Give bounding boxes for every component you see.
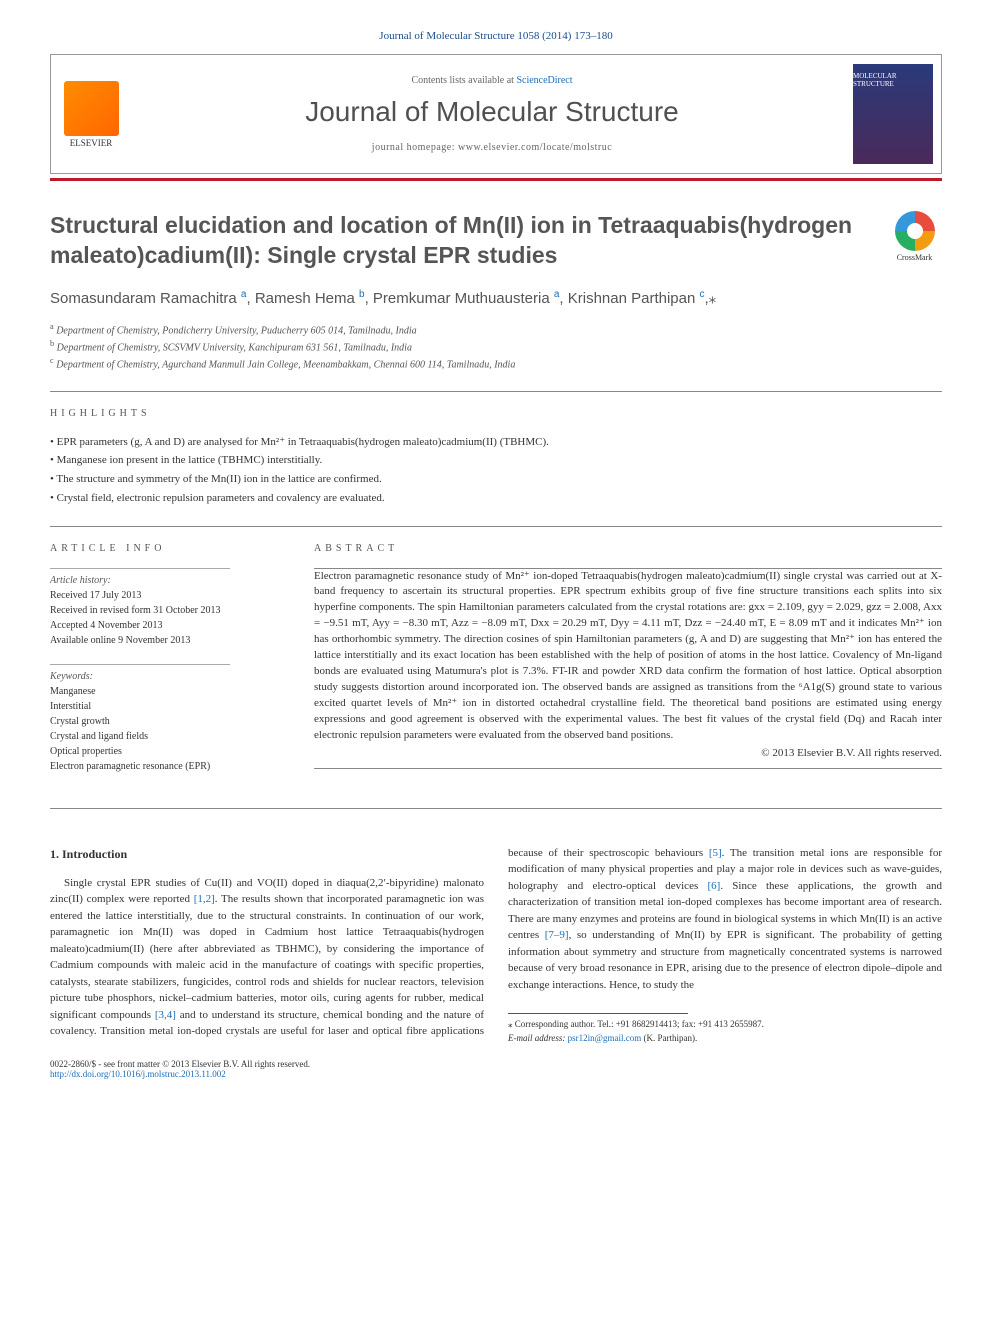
- email-suffix: (K. Parthipan).: [641, 1033, 697, 1043]
- publisher-name: ELSEVIER: [70, 138, 113, 148]
- ref-link[interactable]: [3,4]: [155, 1009, 176, 1021]
- divider: [314, 768, 942, 769]
- doi-link[interactable]: http://dx.doi.org/10.1016/j.molstruc.201…: [50, 1069, 226, 1079]
- highlight-item: Crystal field, electronic repulsion para…: [50, 489, 942, 508]
- highlight-item: Manganese ion present in the lattice (TB…: [50, 451, 942, 470]
- abstract-label: ABSTRACT: [314, 543, 942, 554]
- intro-heading: 1. Introduction: [50, 845, 484, 863]
- sciencedirect-link[interactable]: ScienceDirect: [516, 75, 572, 86]
- corresponding-email: E-mail address: psr12in@gmail.com (K. Pa…: [508, 1032, 942, 1046]
- contents-prefix: Contents lists available at: [411, 75, 516, 86]
- highlight-item: The structure and symmetry of the Mn(II)…: [50, 470, 942, 489]
- footnote-area: ⁎ Corresponding author. Tel.: +91 868291…: [508, 1013, 942, 1045]
- keyword-item: Interstitial: [50, 699, 290, 714]
- ref-link[interactable]: [5]: [709, 847, 722, 859]
- history-received: Received 17 July 2013: [50, 588, 290, 603]
- divider: [50, 808, 942, 809]
- homepage-url[interactable]: www.elsevier.com/locate/molstruc: [458, 142, 612, 153]
- keyword-item: Crystal growth: [50, 714, 290, 729]
- keywords-block: Keywords: ManganeseInterstitialCrystal g…: [50, 664, 290, 774]
- ref-link[interactable]: [6]: [707, 880, 720, 892]
- intro-text: . The results shown that incorporated pa…: [50, 893, 484, 1021]
- journal-header: ELSEVIER Contents lists available at Sci…: [50, 54, 942, 174]
- article-history: Article history: Received 17 July 2013 R…: [50, 568, 290, 648]
- footnote-divider: [508, 1013, 688, 1014]
- journal-title: Journal of Molecular Structure: [131, 96, 853, 128]
- header-accent-bar: [50, 178, 942, 181]
- journal-homepage: journal homepage: www.elsevier.com/locat…: [131, 142, 853, 153]
- body-text: 1. Introduction Single crystal EPR studi…: [50, 845, 942, 1046]
- abstract-copyright: © 2013 Elsevier B.V. All rights reserved…: [314, 746, 942, 762]
- cover-text: MOLECULAR STRUCTURE: [853, 72, 933, 88]
- elsevier-logo[interactable]: ELSEVIER: [51, 55, 131, 173]
- issn-line: 0022-2860/$ - see front matter © 2013 El…: [50, 1059, 942, 1069]
- highlight-item: EPR parameters (g, A and D) are analysed…: [50, 433, 942, 452]
- affiliations: a Department of Chemistry, Pondicherry U…: [50, 321, 942, 373]
- keyword-item: Crystal and ligand fields: [50, 729, 290, 744]
- article-title: Structural elucidation and location of M…: [50, 211, 867, 271]
- abstract-text: Electron paramagnetic resonance study of…: [314, 569, 942, 762]
- history-revised: Received in revised form 31 October 2013: [50, 603, 290, 618]
- contents-lists-line: Contents lists available at ScienceDirec…: [131, 75, 853, 86]
- keyword-item: Manganese: [50, 684, 290, 699]
- abstract-body: Electron paramagnetic resonance study of…: [314, 570, 942, 741]
- journal-cover-thumb[interactable]: MOLECULAR STRUCTURE: [853, 64, 933, 164]
- elsevier-tree-icon: [64, 81, 119, 136]
- keyword-item: Optical properties: [50, 744, 290, 759]
- article-info-label: ARTICLE INFO: [50, 543, 290, 554]
- intro-text: , so understanding of Mn(II) by EPR is s…: [508, 929, 942, 991]
- homepage-prefix: journal homepage:: [372, 142, 458, 153]
- history-heading: Article history:: [50, 573, 290, 588]
- ref-link[interactable]: [1,2]: [194, 893, 215, 905]
- email-label: E-mail address:: [508, 1033, 568, 1043]
- highlights-list: EPR parameters (g, A and D) are analysed…: [50, 433, 942, 508]
- ref-link[interactable]: [7–9]: [545, 929, 569, 941]
- crossmark-badge[interactable]: CrossMark: [887, 211, 942, 266]
- keywords-heading: Keywords:: [50, 669, 290, 684]
- email-link[interactable]: psr12in@gmail.com: [568, 1033, 642, 1043]
- history-online: Available online 9 November 2013: [50, 633, 290, 648]
- crossmark-label: CrossMark: [897, 253, 933, 262]
- highlights-label: HIGHLIGHTS: [50, 408, 942, 419]
- corresponding-author: ⁎ Corresponding author. Tel.: +91 868291…: [508, 1018, 942, 1032]
- footer-rights: 0022-2860/$ - see front matter © 2013 El…: [50, 1059, 942, 1079]
- authors-line: Somasundaram Ramachitra a, Ramesh Hema b…: [50, 289, 942, 307]
- history-accepted: Accepted 4 November 2013: [50, 618, 290, 633]
- divider: [50, 391, 942, 392]
- keyword-item: Electron paramagnetic resonance (EPR): [50, 759, 290, 774]
- crossmark-icon: [895, 211, 935, 251]
- citation-line: Journal of Molecular Structure 1058 (201…: [50, 30, 942, 42]
